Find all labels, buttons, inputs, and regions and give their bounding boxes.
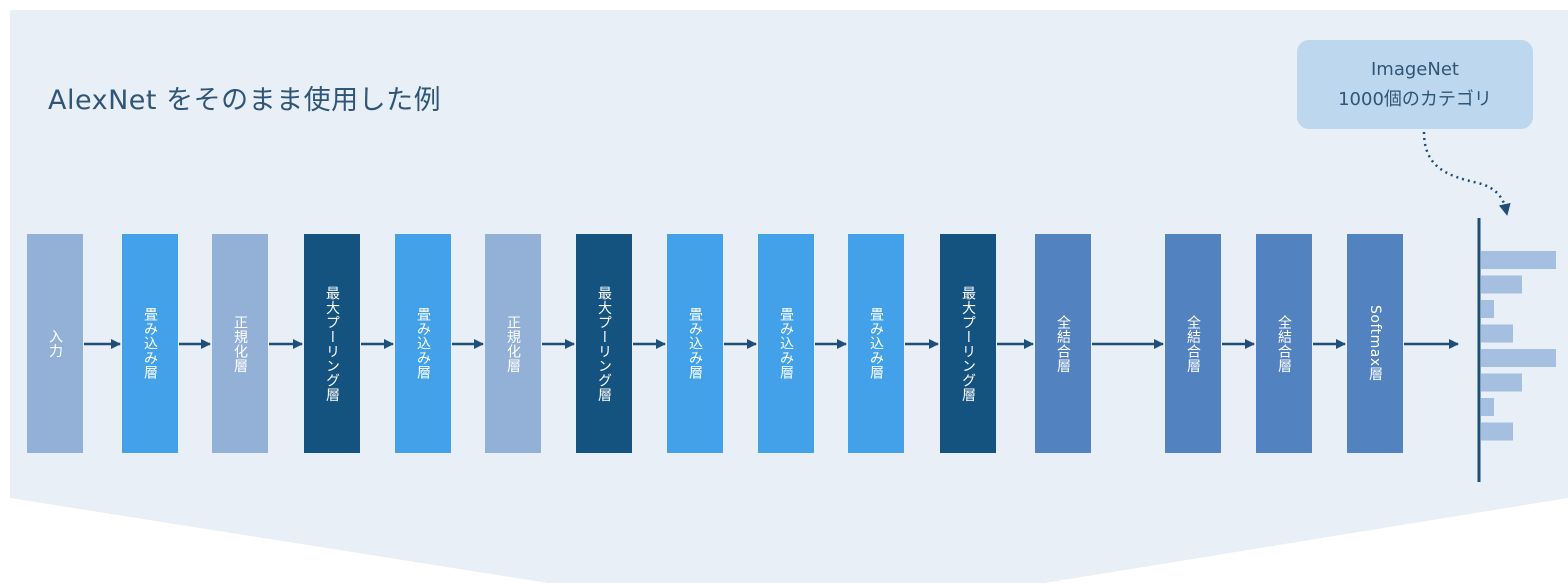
- layer-label: 入力: [47, 329, 63, 358]
- layer-label: 最大プーリング層: [960, 285, 976, 402]
- callout-line-1: ImageNet: [1371, 58, 1459, 80]
- layer-label: 最大プーリング層: [324, 285, 340, 402]
- layer-label: 正規化層: [505, 314, 521, 373]
- layer-conv: 畳み込み層: [667, 234, 723, 453]
- layer-input: 入力: [27, 234, 83, 453]
- layer-label: 正規化層: [232, 314, 248, 373]
- layer-pool: 最大プーリング層: [304, 234, 360, 453]
- layer-label: 畳み込み層: [868, 307, 884, 380]
- layer-label: 最大プーリング層: [596, 285, 612, 402]
- layer-fc: 全結合層: [1165, 234, 1221, 453]
- layer-norm: 正規化層: [212, 234, 268, 453]
- imagenet-callout: ImageNet 1000個のカテゴリ: [1297, 40, 1533, 129]
- layer-conv: 畳み込み層: [758, 234, 814, 453]
- callout-line-2: 1000個のカテゴリ: [1338, 88, 1492, 110]
- layer-label: 畳み込み層: [778, 307, 794, 380]
- layer-fc: 全結合層: [1035, 234, 1091, 453]
- layer-label: 全結合層: [1055, 314, 1071, 373]
- diagram-title: AlexNet をそのまま使用した例: [48, 85, 442, 116]
- layer-pool: 最大プーリング層: [940, 234, 996, 453]
- layer-label: Softmax層: [1367, 305, 1383, 382]
- layer-fc: Softmax層: [1347, 234, 1403, 453]
- layer-pool: 最大プーリング層: [576, 234, 632, 453]
- layer-conv: 畳み込み層: [122, 234, 178, 453]
- layer-label: 全結合層: [1276, 314, 1292, 373]
- layer-conv: 畳み込み層: [395, 234, 451, 453]
- layer-label: 畳み込み層: [687, 307, 703, 380]
- layer-norm: 正規化層: [485, 234, 541, 453]
- layer-fc: 全結合層: [1256, 234, 1312, 453]
- layer-label: 畳み込み層: [415, 307, 431, 380]
- layer-label: 全結合層: [1185, 314, 1201, 373]
- layer-conv: 畳み込み層: [848, 234, 904, 453]
- layer-label: 畳み込み層: [142, 307, 158, 380]
